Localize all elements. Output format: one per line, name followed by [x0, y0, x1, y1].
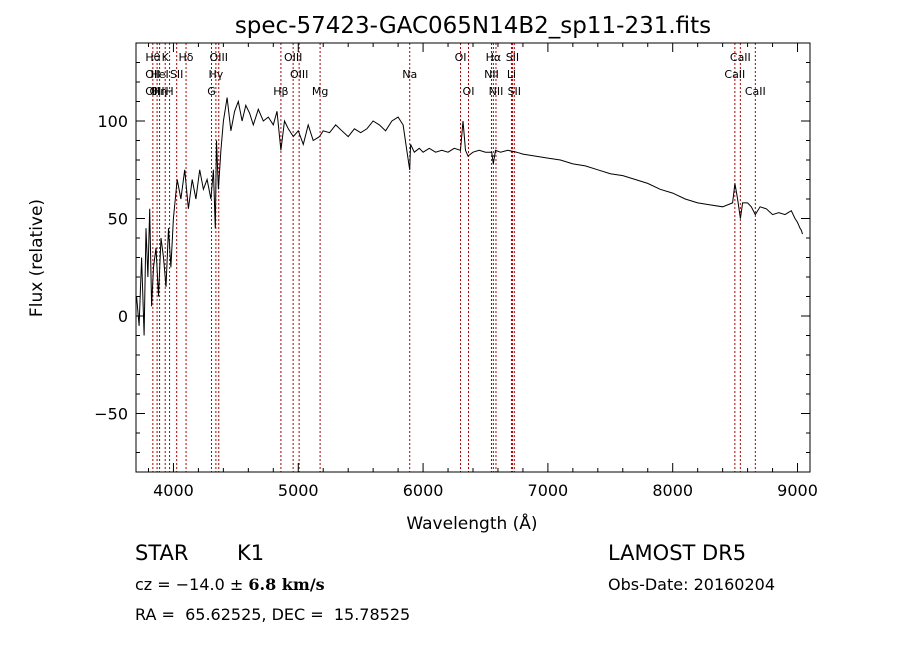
- line-label: Li: [507, 68, 516, 81]
- line-label: OII: [150, 85, 165, 98]
- x-axis: 4000 5000 6000 7000 8000 9000: [147, 43, 818, 500]
- redshift-readout: cz = −14.0 ± 6.8 km/s: [135, 575, 325, 594]
- line-label: Hγ: [208, 68, 223, 81]
- spectrum-line: [136, 97, 803, 336]
- line-label: SII: [508, 85, 521, 98]
- x-tick-label: 8000: [652, 481, 693, 500]
- y-tick-label: 50: [108, 210, 128, 229]
- line-label: Mg: [312, 85, 328, 98]
- line-label: SII: [170, 68, 183, 81]
- line-label: NII: [484, 68, 499, 81]
- object-subclass: K1: [237, 541, 265, 565]
- y-tick-label: −50: [94, 405, 128, 424]
- observation-date: Obs-Date: 20160204: [608, 575, 776, 594]
- line-label: Hθ: [145, 51, 160, 64]
- plot-frame: [135, 42, 811, 473]
- line-label: H: [165, 85, 173, 98]
- line-label: OI: [455, 51, 467, 64]
- y-tick-label: 100: [97, 112, 128, 131]
- line-markers: [152, 43, 756, 472]
- line-label: Hδ: [179, 51, 194, 64]
- x-tick-label: 5000: [278, 481, 319, 500]
- coordinates: RA = 65.62525, DEC = 15.78525: [135, 605, 411, 624]
- y-axis-label: Flux (relative): [27, 199, 47, 317]
- line-label: OIII: [210, 51, 228, 64]
- line-label: Na: [402, 68, 417, 81]
- y-axis: −50 0 50 100: [94, 62, 810, 453]
- line-label: OII: [145, 68, 160, 81]
- line-label: OIII: [284, 51, 302, 64]
- x-tick-label: 6000: [403, 481, 444, 500]
- line-label: OI: [463, 85, 475, 98]
- y-tick-label: 0: [118, 307, 128, 326]
- line-label: K: [162, 51, 170, 64]
- line-label: OIII: [290, 68, 308, 81]
- line-label: CaII: [745, 85, 766, 98]
- redshift-error: 6.8 km/s: [248, 575, 325, 594]
- line-label: Hη: [152, 85, 167, 98]
- line-label: G: [207, 85, 216, 98]
- line-label: CaII: [730, 51, 751, 64]
- line-label: CaII: [724, 68, 745, 81]
- line-label: SII: [506, 51, 519, 64]
- line-label: NII: [489, 85, 504, 98]
- line-label: Hα: [486, 51, 502, 64]
- line-label: OII: [145, 85, 160, 98]
- line-label: Hβ: [273, 85, 288, 98]
- line-labels: HθOIIOIIOIIHeIHηKHSIIHδGHγOIIIHβOIIIOIII…: [145, 51, 766, 98]
- redshift-value: cz = −14.0 ±: [135, 575, 249, 594]
- chart-title: spec-57423-GAC065N14B2_sp11-231.fits: [235, 13, 711, 39]
- object-class: STAR: [135, 541, 189, 565]
- line-label: HeI: [150, 68, 168, 81]
- x-axis-label: Wavelength (Å): [406, 512, 537, 534]
- x-tick-label: 7000: [528, 481, 569, 500]
- x-tick-label: 4000: [153, 481, 194, 500]
- x-tick-label: 9000: [777, 481, 818, 500]
- survey-name: LAMOST DR5: [608, 541, 747, 565]
